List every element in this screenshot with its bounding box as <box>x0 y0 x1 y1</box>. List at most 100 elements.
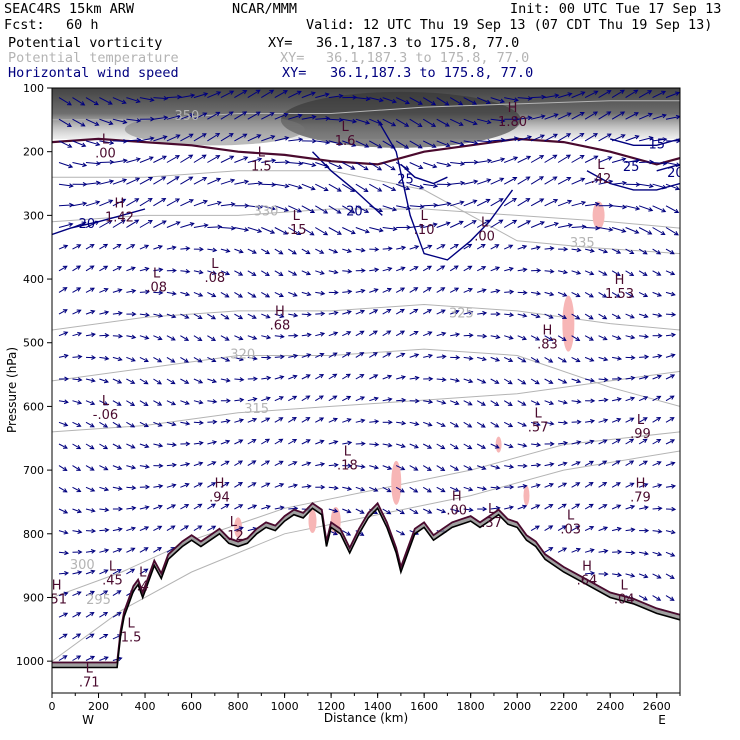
wind-vector <box>220 378 230 382</box>
wind-vector-head <box>444 101 450 106</box>
wind-vector-head <box>535 245 541 251</box>
wind-vector <box>99 97 113 105</box>
wind-vector-head <box>197 482 203 487</box>
wind-vector <box>490 400 499 406</box>
wind-vector <box>571 248 581 251</box>
wind-vector <box>261 248 270 255</box>
wind-vector-head <box>202 177 208 182</box>
wind-vector-head <box>549 400 555 405</box>
pv-extremum-value: .94 <box>209 491 230 506</box>
field-xy-theta: 36.1,187.3 to 175.8, 77.0 <box>326 50 530 66</box>
wind-vector-head <box>252 417 258 423</box>
wind-vector <box>571 91 585 99</box>
x-tick-label: 2600 <box>643 700 671 713</box>
wind-vector-head <box>534 358 540 363</box>
wind-vector-head <box>359 330 365 335</box>
wind-vector <box>463 443 472 450</box>
wind-vector-head <box>121 99 127 104</box>
wind-vector-head <box>62 488 68 493</box>
wind-vector <box>611 527 622 532</box>
wind-vector <box>436 265 445 272</box>
wind-vector-head <box>669 596 675 601</box>
wind-vector-head <box>230 178 236 184</box>
wind-vector <box>301 334 311 337</box>
wind-vector <box>449 486 459 492</box>
pv-extremum-type: H <box>115 196 125 211</box>
wind-vector-head <box>104 333 110 338</box>
pv-extremum-type: L <box>102 394 110 409</box>
pv-extremum-value: .37 <box>481 516 502 531</box>
wind-vector <box>436 309 446 315</box>
wind-vector <box>369 330 378 337</box>
wind-vector-head <box>305 439 311 444</box>
wind-vector-head <box>63 399 69 405</box>
wind-vector-head <box>324 163 330 169</box>
wind-vector-head <box>669 574 675 579</box>
pv-extremum-type: L <box>481 215 489 230</box>
wind-vector <box>328 352 338 358</box>
wind-vector <box>112 443 122 449</box>
wind-vector-head <box>480 243 486 249</box>
wind-vector-head <box>662 137 668 142</box>
wind-vector-head <box>185 268 191 274</box>
wind-vector-head <box>62 444 68 449</box>
wind-vector <box>665 573 675 579</box>
x-tick-label: 400 <box>135 700 156 713</box>
wind-vector <box>530 198 544 207</box>
wind-vector <box>85 633 94 640</box>
wind-vector-head <box>117 486 123 491</box>
wind-vector-head <box>391 186 397 191</box>
wind-vector-head <box>244 179 250 185</box>
wind-vector <box>234 156 248 163</box>
wind-vector-head <box>130 401 136 406</box>
wind-vector-head <box>404 144 410 149</box>
wind-vector <box>301 354 311 358</box>
wind-vector <box>139 378 148 385</box>
wind-vector <box>315 313 325 315</box>
wind-vector-head <box>595 201 601 207</box>
wind-vector-head <box>602 460 608 465</box>
wind-vector <box>342 530 351 536</box>
wind-vector-head <box>562 292 568 297</box>
wind-vector-head <box>401 420 407 426</box>
wind-vector-head <box>103 243 109 249</box>
wind-vector-head <box>481 379 487 384</box>
wind-vector-head <box>575 503 581 508</box>
wind-vector <box>423 245 432 250</box>
wind-vector-head <box>561 503 567 509</box>
wind-vector-head <box>656 596 662 601</box>
wind-vector-head <box>145 312 150 318</box>
wind-vector-head <box>661 113 667 119</box>
wind-vector <box>665 462 675 467</box>
wind-vector <box>112 140 127 142</box>
wind-vector <box>625 528 635 532</box>
wind-vector <box>193 525 202 532</box>
wind-vector-head <box>522 290 528 296</box>
wind-vector <box>112 244 121 250</box>
wind-vector-head <box>251 460 257 465</box>
wind-vector-head <box>413 509 419 514</box>
wind-vector-head <box>498 198 504 203</box>
wind-vector-head <box>266 375 272 381</box>
wind-vector <box>436 118 450 127</box>
wind-vector <box>180 154 193 163</box>
wind-vector-head <box>657 333 663 339</box>
wind-vector-head <box>413 488 419 493</box>
wind-vector <box>207 226 222 228</box>
wind-vector-head <box>116 444 122 449</box>
wind-vector <box>665 183 680 190</box>
field-xy-label-pv: XY= <box>268 35 293 51</box>
wind-vector <box>274 313 284 318</box>
wind-vector-head <box>364 208 370 213</box>
pv-highlight-2 <box>391 460 402 505</box>
wind-vector <box>544 421 554 425</box>
wind-vector <box>665 205 679 213</box>
wind-contour-6 <box>376 119 514 261</box>
wind-vector-head <box>239 377 245 382</box>
wind-vector <box>234 313 243 320</box>
wind-vector-head <box>590 398 596 404</box>
wind-vector <box>207 313 216 320</box>
wind-label-2: 25 <box>397 173 414 188</box>
wind-vector <box>58 421 68 426</box>
wind-vector-head <box>495 357 501 362</box>
